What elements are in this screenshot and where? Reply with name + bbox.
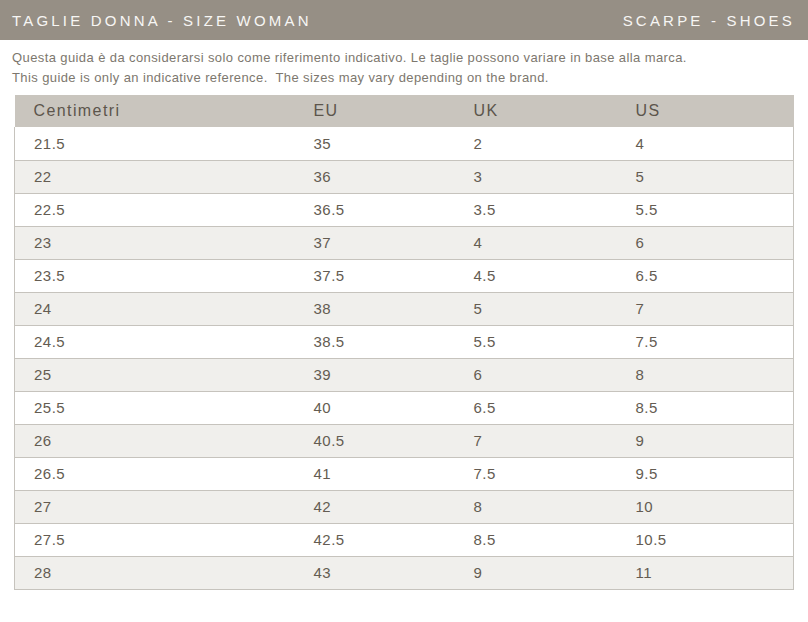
table-row: 27.542.58.510.5 bbox=[15, 523, 794, 556]
size-cell: 25.5 bbox=[15, 391, 295, 424]
size-cell: 28 bbox=[15, 556, 295, 589]
column-header: EU bbox=[295, 95, 455, 127]
size-guide-page: TAGLIE DONNA - SIZE WOMAN SCARPE - SHOES… bbox=[0, 0, 808, 622]
table-row: 23.537.54.56.5 bbox=[15, 259, 794, 292]
size-cell: 3 bbox=[455, 160, 617, 193]
size-cell: 39 bbox=[295, 358, 455, 391]
size-table-header: CentimetriEUUKUS bbox=[15, 95, 794, 127]
disclaimer-note: Questa guida è da considerarsi solo come… bbox=[12, 48, 795, 88]
table-row: 243857 bbox=[15, 292, 794, 325]
table-row: 2640.579 bbox=[15, 424, 794, 457]
table-row: 233746 bbox=[15, 226, 794, 259]
size-cell: 7 bbox=[455, 424, 617, 457]
size-cell: 9 bbox=[455, 556, 617, 589]
size-cell: 42 bbox=[295, 490, 455, 523]
table-row: 2742810 bbox=[15, 490, 794, 523]
size-cell: 37 bbox=[295, 226, 455, 259]
page-title: TAGLIE DONNA - SIZE WOMAN bbox=[12, 12, 312, 29]
size-cell: 5.5 bbox=[617, 193, 794, 226]
table-row: 21.53524 bbox=[15, 127, 794, 160]
size-cell: 25 bbox=[15, 358, 295, 391]
size-cell: 36.5 bbox=[295, 193, 455, 226]
category-title: SCARPE - SHOES bbox=[623, 12, 795, 29]
size-conversion-table: CentimetriEUUKUS 21.5352422363522.536.53… bbox=[14, 95, 794, 590]
size-cell: 4 bbox=[455, 226, 617, 259]
size-cell: 26.5 bbox=[15, 457, 295, 490]
size-cell: 6.5 bbox=[617, 259, 794, 292]
size-cell: 22 bbox=[15, 160, 295, 193]
column-header: Centimetri bbox=[15, 95, 295, 127]
size-cell: 9.5 bbox=[617, 457, 794, 490]
size-cell: 7 bbox=[617, 292, 794, 325]
column-header: US bbox=[617, 95, 794, 127]
size-cell: 4 bbox=[617, 127, 794, 160]
size-cell: 3.5 bbox=[455, 193, 617, 226]
size-cell: 2 bbox=[455, 127, 617, 160]
size-cell: 8 bbox=[617, 358, 794, 391]
size-cell: 43 bbox=[295, 556, 455, 589]
disclaimer-line-english: This guide is only an indicative referen… bbox=[12, 68, 795, 88]
size-cell: 41 bbox=[295, 457, 455, 490]
size-cell: 6 bbox=[455, 358, 617, 391]
table-row: 25.5406.58.5 bbox=[15, 391, 794, 424]
table-row: 253968 bbox=[15, 358, 794, 391]
size-cell: 5.5 bbox=[455, 325, 617, 358]
header-bar: TAGLIE DONNA - SIZE WOMAN SCARPE - SHOES bbox=[0, 0, 808, 40]
size-cell: 24.5 bbox=[15, 325, 295, 358]
size-cell: 37.5 bbox=[295, 259, 455, 292]
size-cell: 9 bbox=[617, 424, 794, 457]
size-cell: 11 bbox=[617, 556, 794, 589]
size-table-header-row: CentimetriEUUKUS bbox=[15, 95, 794, 127]
size-cell: 10 bbox=[617, 490, 794, 523]
size-cell: 40 bbox=[295, 391, 455, 424]
size-cell: 23 bbox=[15, 226, 295, 259]
table-row: 223635 bbox=[15, 160, 794, 193]
size-cell: 8 bbox=[455, 490, 617, 523]
size-cell: 5 bbox=[455, 292, 617, 325]
disclaimer-line-italian: Questa guida è da considerarsi solo come… bbox=[12, 48, 795, 68]
table-row: 2843911 bbox=[15, 556, 794, 589]
size-cell: 5 bbox=[617, 160, 794, 193]
size-cell: 22.5 bbox=[15, 193, 295, 226]
table-row: 24.538.55.57.5 bbox=[15, 325, 794, 358]
size-cell: 4.5 bbox=[455, 259, 617, 292]
size-cell: 6.5 bbox=[455, 391, 617, 424]
size-cell: 6 bbox=[617, 226, 794, 259]
size-cell: 42.5 bbox=[295, 523, 455, 556]
size-cell: 8.5 bbox=[617, 391, 794, 424]
size-table-body: 21.5352422363522.536.53.55.523374623.537… bbox=[15, 127, 794, 589]
size-cell: 8.5 bbox=[455, 523, 617, 556]
size-cell: 21.5 bbox=[15, 127, 295, 160]
size-cell: 35 bbox=[295, 127, 455, 160]
size-cell: 36 bbox=[295, 160, 455, 193]
size-cell: 38 bbox=[295, 292, 455, 325]
size-cell: 7.5 bbox=[617, 325, 794, 358]
size-cell: 27 bbox=[15, 490, 295, 523]
size-cell: 10.5 bbox=[617, 523, 794, 556]
size-cell: 24 bbox=[15, 292, 295, 325]
size-cell: 26 bbox=[15, 424, 295, 457]
table-row: 22.536.53.55.5 bbox=[15, 193, 794, 226]
size-cell: 40.5 bbox=[295, 424, 455, 457]
column-header: UK bbox=[455, 95, 617, 127]
table-row: 26.5417.59.5 bbox=[15, 457, 794, 490]
size-cell: 27.5 bbox=[15, 523, 295, 556]
size-cell: 7.5 bbox=[455, 457, 617, 490]
size-cell: 23.5 bbox=[15, 259, 295, 292]
size-cell: 38.5 bbox=[295, 325, 455, 358]
